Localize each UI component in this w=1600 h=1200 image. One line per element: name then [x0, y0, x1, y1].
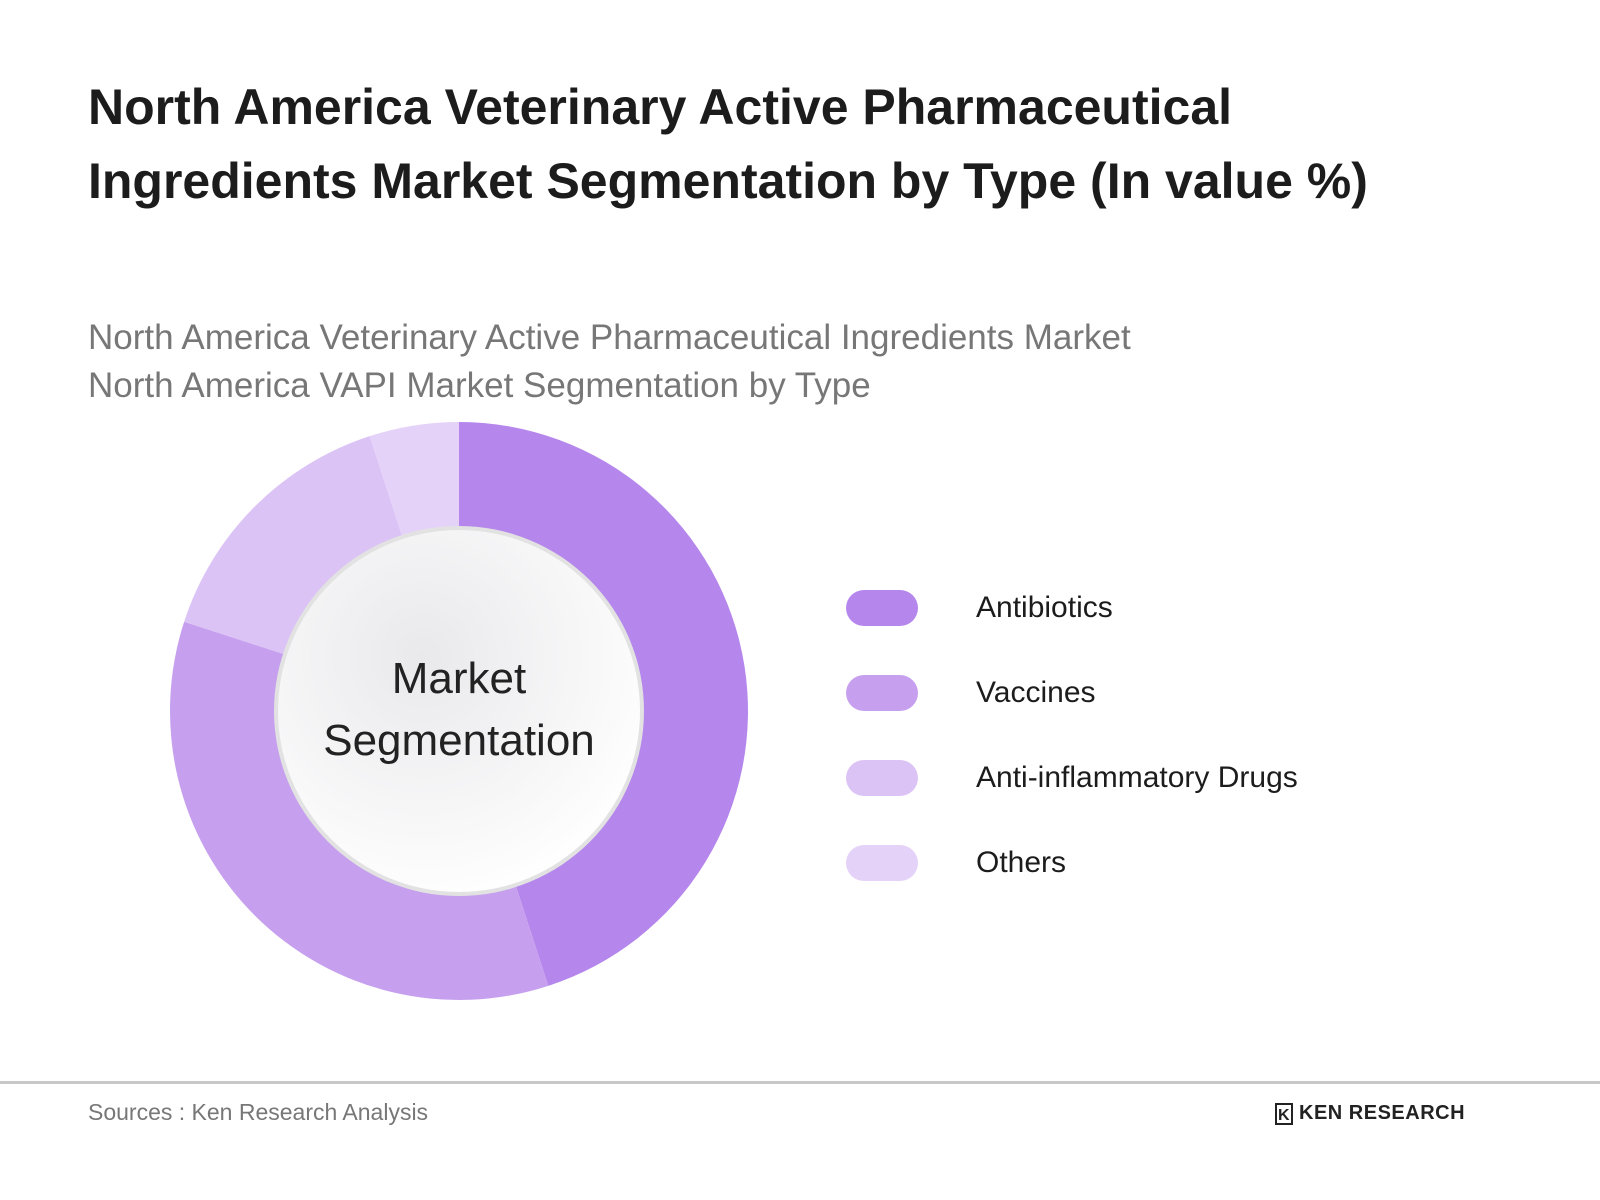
- center-circle: [278, 530, 640, 892]
- slice-anti-inflammatory-drugs: [184, 436, 413, 665]
- legend-swatch: [846, 590, 918, 626]
- chart-title: North America Veterinary Active Pharmace…: [88, 79, 1368, 209]
- logo-mark-icon: K: [1275, 1102, 1293, 1125]
- legend-item-vaccines: Vaccines: [846, 675, 1298, 711]
- legend: Antibiotics Vaccines Anti-inflammatory D…: [846, 590, 1298, 930]
- source-note: Sources : Ken Research Analysis: [88, 1099, 429, 1125]
- center-label-line-1: Market: [391, 654, 527, 703]
- slice-vaccines: [169, 621, 549, 1001]
- center-label-line-2: Segmentation: [323, 716, 595, 765]
- legend-item-others: Others: [846, 845, 1298, 881]
- legend-label: Antibiotics: [976, 591, 1113, 624]
- center-label: Market Segmentation: [289, 648, 629, 772]
- legend-swatch: [846, 760, 918, 796]
- legend-label: Vaccines: [976, 676, 1096, 709]
- legend-item-anti-inflammatory: Anti-inflammatory Drugs: [846, 760, 1298, 796]
- footer-divider: [0, 1081, 1600, 1084]
- ken-research-logo: K KEN RESEARCH: [1275, 1102, 1465, 1125]
- legend-label: Others: [976, 846, 1067, 879]
- legend-label: Anti-inflammatory Drugs: [976, 761, 1298, 794]
- legend-item-antibiotics: Antibiotics: [846, 590, 1298, 626]
- legend-swatch: [846, 675, 918, 711]
- logo-text: KEN RESEARCH: [1299, 1102, 1466, 1124]
- chart-subtitle: North America Veterinary Active Pharmace…: [88, 314, 1131, 410]
- subtitle-line-2: North America VAPI Market Segmentation b…: [88, 366, 871, 405]
- legend-swatch: [846, 845, 918, 881]
- subtitle-line-1: North America Veterinary Active Pharmace…: [88, 318, 1131, 357]
